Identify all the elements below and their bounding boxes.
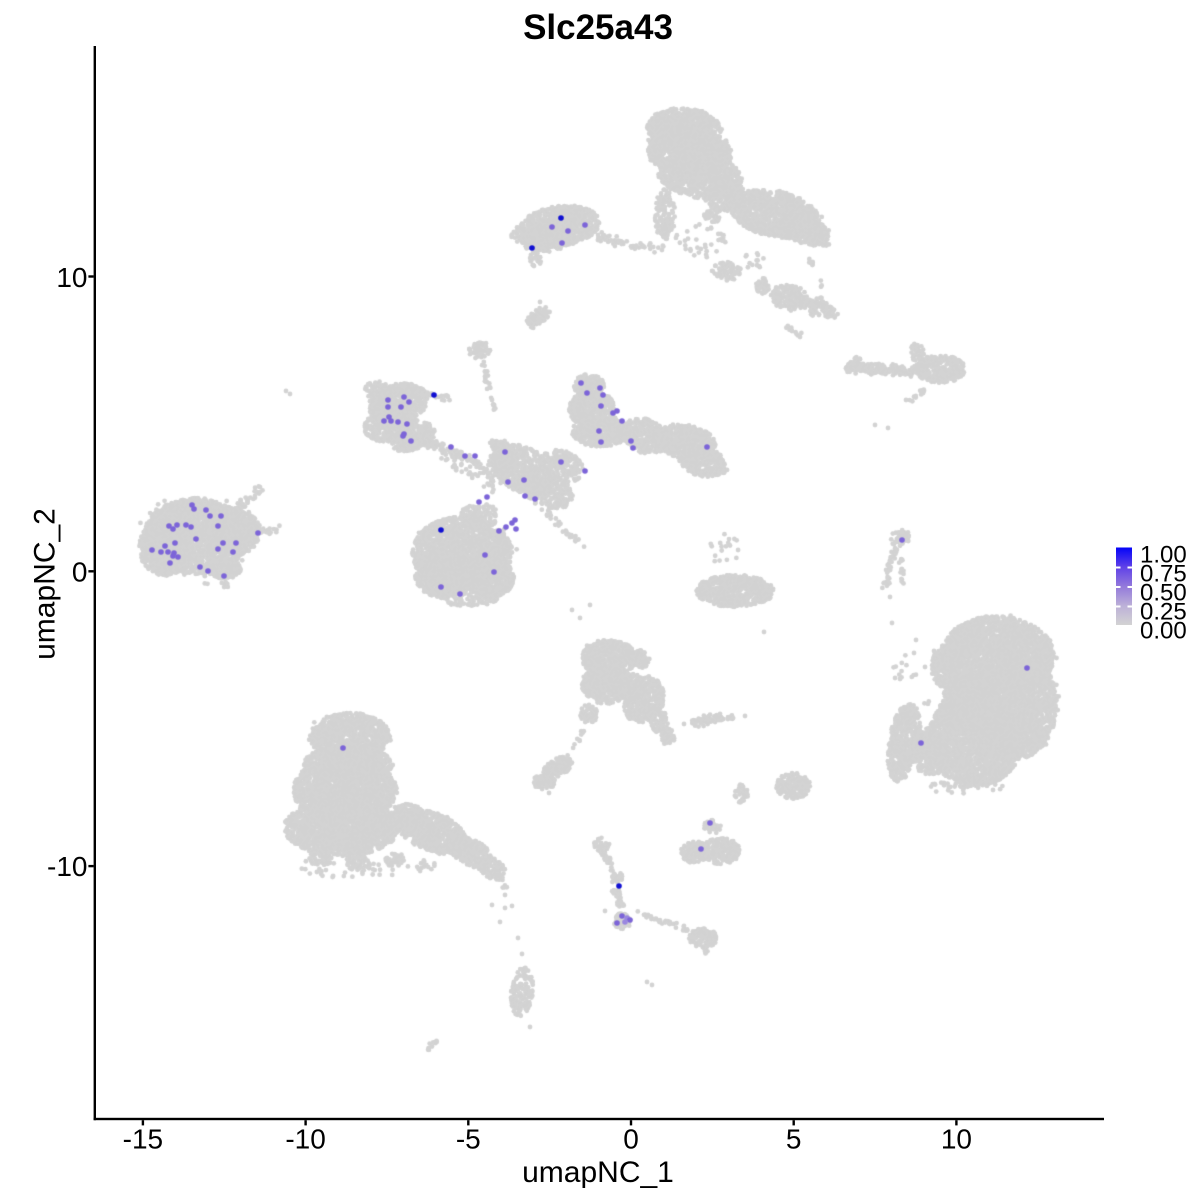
svg-text:0.25: 0.25 — [1140, 599, 1187, 626]
svg-text:umapNC_2: umapNC_2 — [29, 508, 62, 660]
svg-text:10: 10 — [56, 262, 87, 293]
svg-text:0.00: 0.00 — [1140, 618, 1187, 645]
svg-text:-5: -5 — [456, 1123, 481, 1154]
svg-text:0.50: 0.50 — [1140, 580, 1187, 607]
svg-text:-10: -10 — [47, 851, 87, 882]
svg-text:0: 0 — [623, 1123, 639, 1154]
svg-text:-15: -15 — [123, 1123, 163, 1154]
svg-text:5: 5 — [786, 1123, 802, 1154]
svg-text:Slc25a43: Slc25a43 — [523, 8, 673, 47]
svg-text:10: 10 — [941, 1123, 972, 1154]
svg-text:1.00: 1.00 — [1140, 542, 1187, 569]
svg-text:0: 0 — [72, 556, 88, 587]
svg-text:umapNC_1: umapNC_1 — [522, 1156, 674, 1189]
svg-text:0.75: 0.75 — [1140, 561, 1187, 588]
svg-text:-10: -10 — [285, 1123, 325, 1154]
